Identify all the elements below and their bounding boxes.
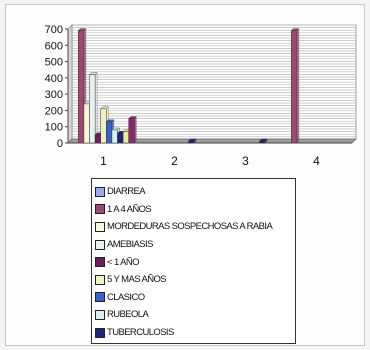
bar-side [94,72,98,144]
legend-swatch [95,327,105,338]
legend-item: 1 A 4 AÑOS [95,201,295,219]
bar-face [128,118,135,144]
chart-frame: 0 100 200 300 400 500 600 700 1 2 3 4 DIARREA 1 A 4 … [5,4,365,346]
legend-item: < 1 AÑO [95,253,295,271]
legend-item: CLASICO [95,289,295,307]
bar-face [111,129,118,144]
bar [89,72,98,144]
bar-face [100,108,107,144]
x-tick-label: 3 [242,154,249,168]
legend-item: DIARREA [95,183,295,201]
bar [128,116,137,144]
bar-face [106,121,113,144]
legend-swatch [95,257,105,268]
bar-face [188,140,195,144]
y-tick-label: 600 [45,40,63,52]
bar-face [291,30,298,144]
legend-label: DIARREA [107,186,146,198]
bar-face [83,103,90,144]
bar-face [259,140,266,144]
bar [259,138,268,144]
legend-swatch [95,186,105,197]
y-tick-label: 0 [57,138,63,150]
x-tick-label: 4 [313,154,320,168]
legend-swatch [95,239,105,250]
legend-item: AMEBIASIS [95,236,295,254]
legend-label: RUBEOLA [107,309,149,321]
legend-swatch [95,221,105,232]
legend-item: TUBERCULOSIS [95,324,295,342]
legend-label: TUBERCULOSIS [107,327,174,339]
legend-label: 1 A 4 AÑOS [107,203,152,215]
legend-item: RUBEOLA [95,306,295,324]
x-tick-label: 2 [171,154,178,168]
x-tick-label: 1 [100,154,107,168]
bar-face [89,74,96,144]
bar-face [78,30,85,144]
legend-label: AMEBIASIS [107,239,153,251]
legend-swatch [95,204,105,215]
bar-side [296,28,300,144]
bar-chart: 0 100 200 300 400 500 600 700 1 2 3 4 [45,24,357,168]
y-tick-label: 700 [45,24,63,36]
legend-swatch [95,292,105,303]
legend-label: < 1 AÑO [107,256,140,268]
legend-label: MORDEDURAS SOSPECHOSAS A RABIA [107,221,273,233]
legend-swatch [95,309,105,320]
bar-face [94,134,101,144]
y-tick-label: 200 [45,105,63,117]
y-tick-label: 400 [45,73,63,85]
y-tick-label: 500 [45,57,63,69]
legend-label: 5 Y MAS AÑOS [107,274,167,286]
legend-label: CLASICO [107,291,145,303]
bar-face [122,131,129,144]
legend: DIARREA 1 A 4 AÑOS MORDEDURAS SOSPECHOSAS … [91,178,296,344]
legend-item: 5 Y MAS AÑOS [95,271,295,289]
gridlines [72,24,356,138]
y-tick-label: 100 [45,122,63,134]
bar [188,138,197,144]
legend-swatch [95,274,105,285]
plot-side-wall [67,24,73,144]
legend-item: MORDEDURAS SOSPECHOSAS A RABIA [95,218,295,236]
bar-face [117,132,124,144]
bar [290,28,300,144]
bar-side [134,116,137,144]
y-tick-label: 300 [45,89,63,101]
